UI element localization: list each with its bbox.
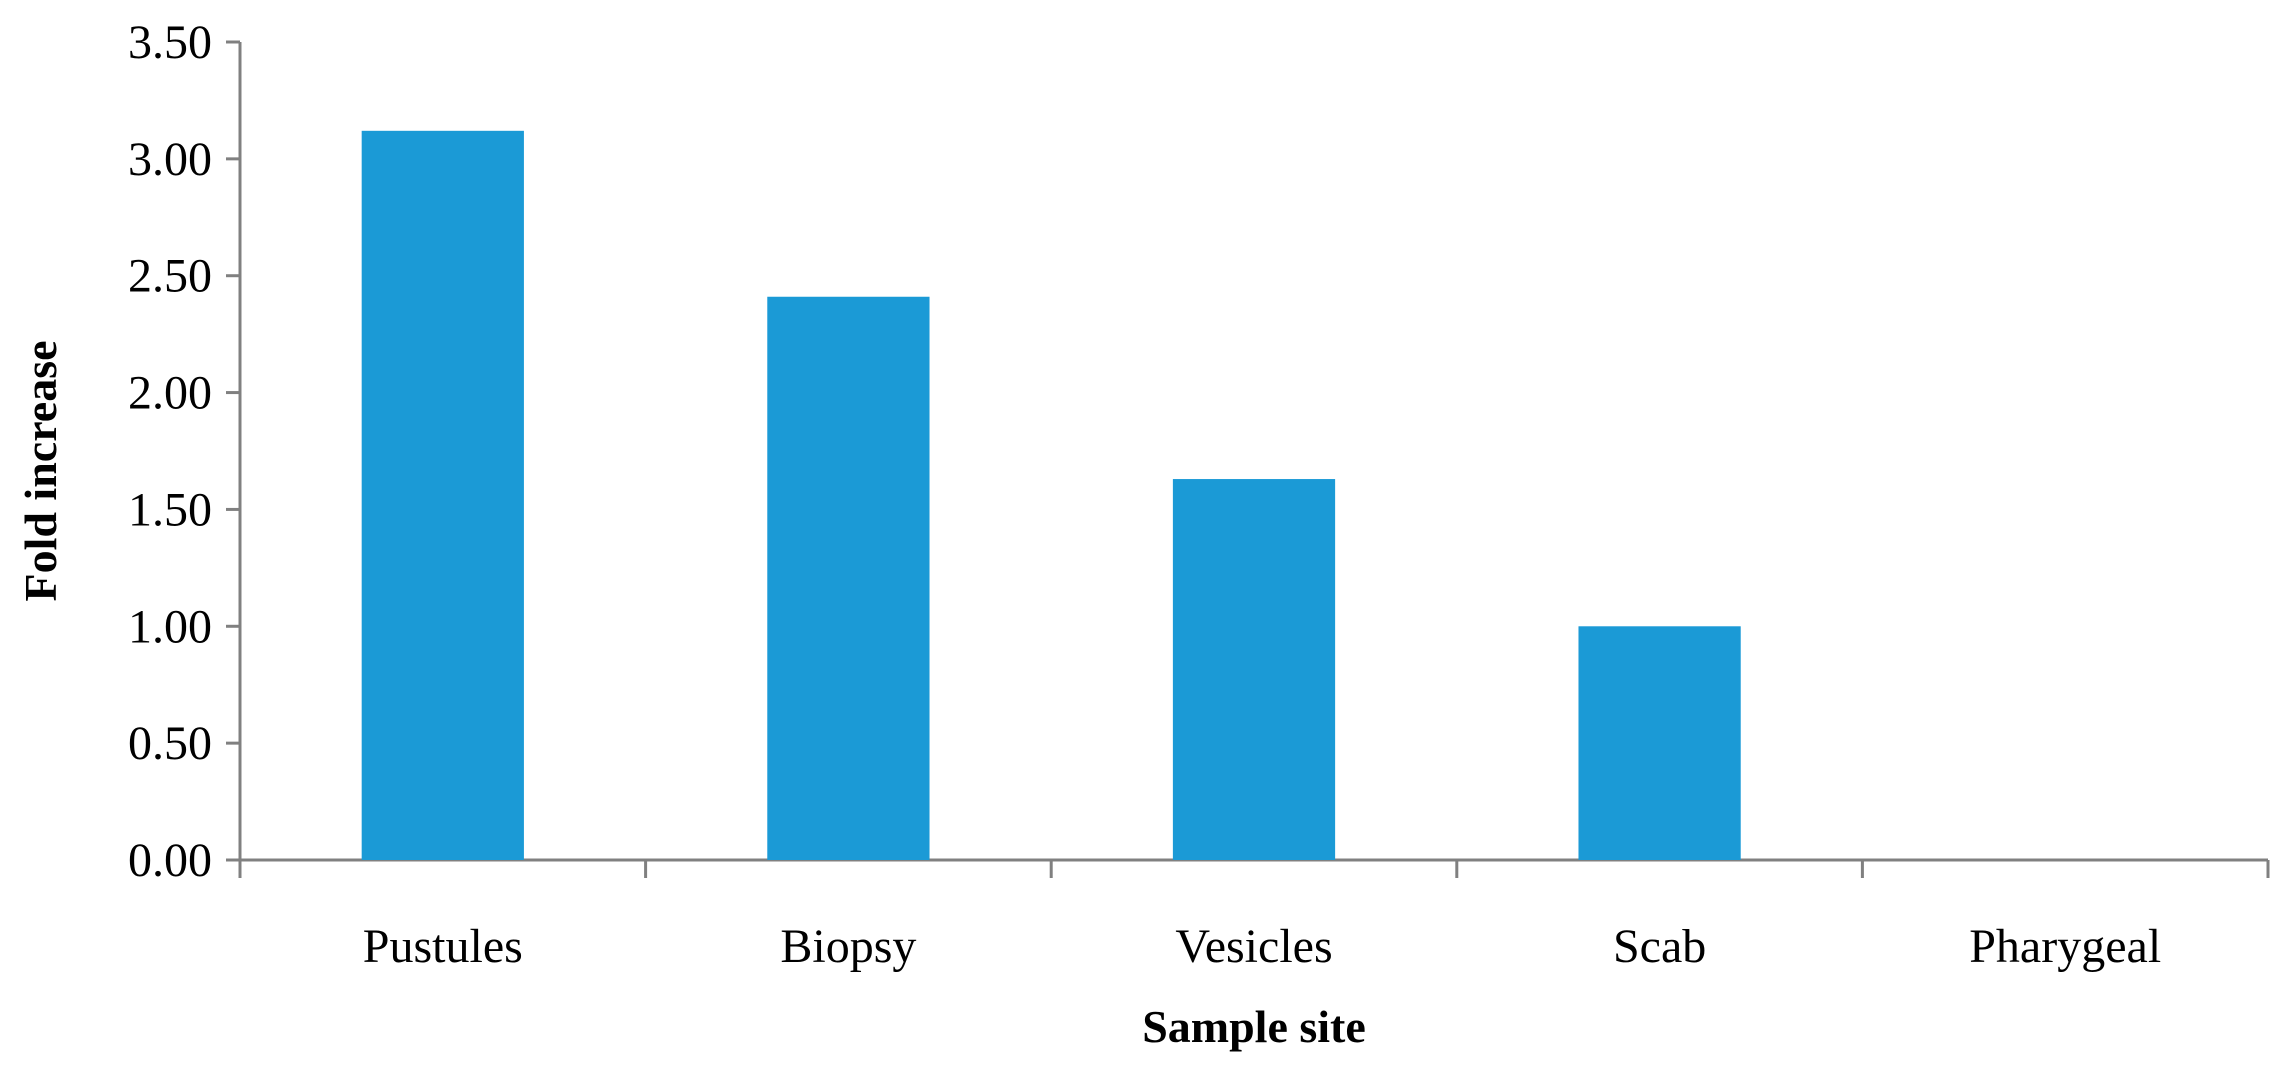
x-tick-label: Pharygeal (1969, 920, 2161, 973)
bars (361, 130, 1741, 861)
y-tick-label: 3.00 (128, 133, 212, 186)
y-tick-label: 2.00 (128, 367, 212, 420)
x-tick-label: Biopsy (780, 920, 916, 973)
x-axis (238, 858, 2270, 878)
y-tick-label: 1.00 (128, 600, 212, 653)
x-tick-label: Pustules (363, 920, 523, 973)
bar-biopsy (767, 296, 930, 861)
x-tick-label: Scab (1613, 920, 1706, 973)
y-tick-label: 3.50 (128, 16, 212, 69)
bar-scab (1578, 626, 1741, 860)
x-axis-title: Sample site (1142, 1001, 1366, 1052)
bar-pustules (361, 130, 524, 861)
x-tick-label: Vesicles (1175, 920, 1332, 973)
y-tick-label: 0.00 (128, 834, 212, 887)
y-tick-label: 0.50 (128, 717, 212, 770)
y-axis-title: Fold increase (15, 340, 66, 601)
y-tick-labels: 0.00 0.50 1.00 1.50 2.00 2.50 3.00 3.50 (128, 16, 212, 887)
y-tick-label: 1.50 (128, 483, 212, 536)
y-axis (226, 40, 242, 862)
y-tick-label: 2.50 (128, 250, 212, 303)
bar-vesicles (1172, 479, 1336, 860)
x-tick-labels: Pustules Biopsy Vesicles Scab Pharygeal (363, 920, 2161, 973)
